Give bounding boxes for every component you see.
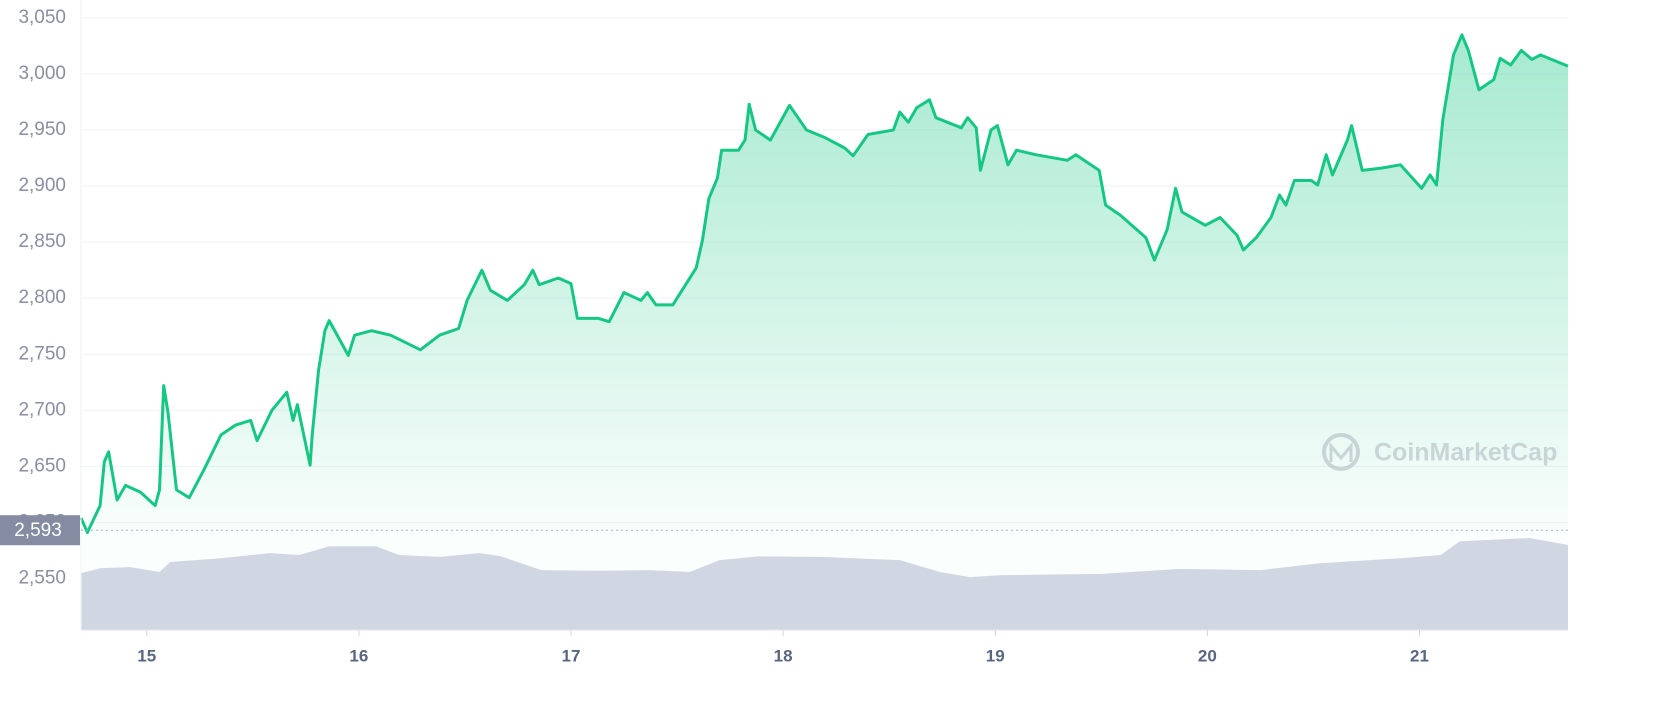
current-price-box [0,515,80,546]
axes: 2,5502,6502,6502,7002,7502,8002,8502,900… [0,0,1568,665]
y-tick-label: 2,800 [18,287,66,308]
x-tick-label: 19 [986,646,1005,665]
current-price-label: 2,593 [14,520,62,541]
volume-area [81,538,1568,630]
price-line [79,33,1569,534]
y-tick-label: 2,900 [18,175,66,196]
watermark-logo-mark [1329,441,1353,462]
y-tick-label: 2,650 [18,455,66,476]
y-tick-label: 3,050 [18,7,66,28]
price-area [81,34,1568,631]
y-tick-label: 3,000 [18,63,66,84]
y-tick-label: 2,750 [18,343,66,364]
y-tick-label: 2,700 [18,399,66,420]
y-tick-label: 2,950 [18,119,66,140]
watermark-text: CoinMarketCap [1374,439,1557,467]
x-tick-label: 21 [1410,646,1429,665]
x-tick-label: 16 [349,646,368,665]
watermark-logo [1322,433,1360,471]
x-tick-label: 20 [1198,646,1217,665]
x-tick-label: 15 [137,646,156,665]
x-tick-label: 18 [774,646,793,665]
y-tick-label: 2,850 [18,231,66,252]
y-tick-label: 2,550 [18,567,66,588]
x-tick-label: 17 [562,646,581,665]
plot [79,33,1569,631]
watermark: CoinMarketCap [1322,433,1557,471]
